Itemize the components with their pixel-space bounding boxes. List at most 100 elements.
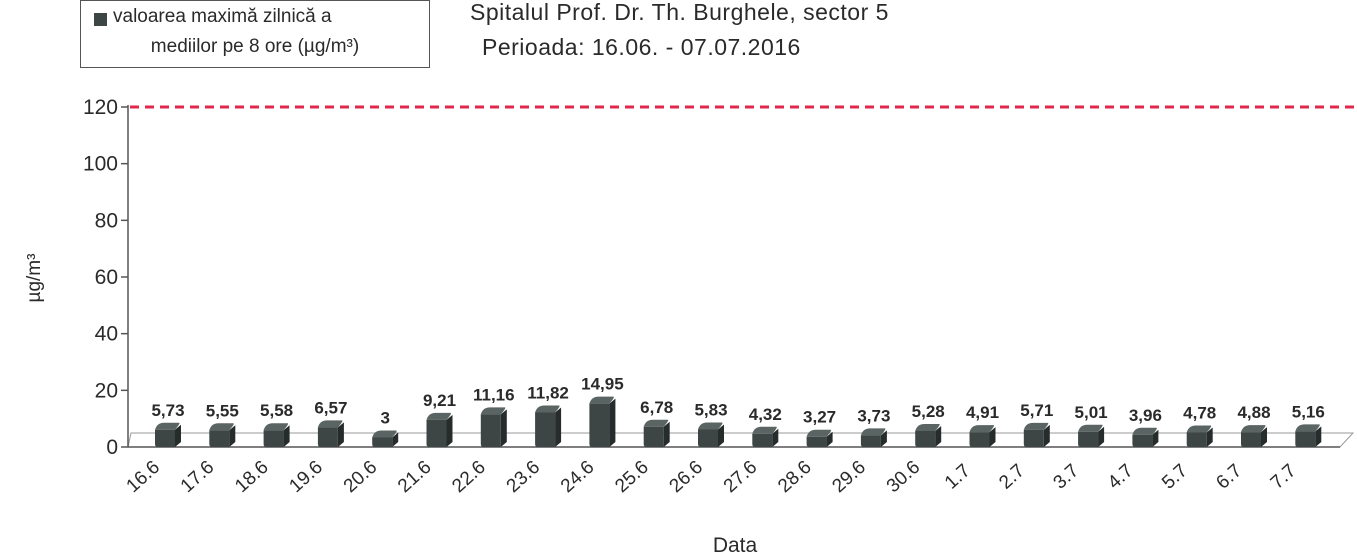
floor-outline (127, 432, 1355, 448)
bar-side (772, 428, 779, 447)
data-label: 3 (380, 409, 389, 428)
bar (1132, 427, 1159, 447)
chart-subtitle: Perioada: 16.06. - 07.07.2016 (482, 34, 801, 60)
bar (806, 429, 833, 447)
bar (969, 425, 996, 447)
bar-top (1241, 425, 1266, 433)
bar (1241, 425, 1267, 447)
bar-side (392, 432, 399, 447)
data-label: 5,55 (206, 401, 239, 420)
data-label: 4,88 (1237, 403, 1270, 422)
bar-front (589, 403, 610, 447)
chart-title: Spitalul Prof. Dr. Th. Burghele, sector … (470, 0, 889, 25)
bar-top (1078, 424, 1103, 432)
bar-side (1315, 426, 1322, 447)
x-axis: 16.6 17.6 18.6 19.6 20.6 21.6 22.6 23.6 24.6 25.6… (123, 457, 1301, 497)
data-label: 5,73 (151, 401, 184, 420)
y-tick-label: 60 (95, 266, 118, 289)
bar-top (1023, 422, 1049, 430)
bar-side (1261, 427, 1267, 447)
y-axis-title: µg/m³ (24, 254, 45, 303)
data-label: 3,73 (857, 406, 890, 425)
bar-front (969, 432, 990, 447)
bar-side (1206, 427, 1213, 447)
x-tick-label: 26.6 (666, 457, 708, 497)
bar-top (1295, 424, 1320, 432)
bar-side (446, 414, 453, 447)
x-tick-label: 17.6 (177, 457, 219, 497)
bar (1186, 425, 1213, 447)
bar-front (1078, 431, 1099, 447)
bar-side (283, 425, 290, 447)
bar-front (1186, 432, 1207, 447)
bar-side (500, 409, 507, 447)
bar-side (1098, 426, 1105, 447)
bar-top (915, 424, 940, 432)
bar-front (1023, 429, 1044, 447)
x-axis-title: Data (713, 534, 758, 557)
x-tick-label: 1.7 (941, 460, 975, 493)
x-tick-label: 27.6 (720, 457, 762, 497)
legend-label-line1: valoarea maximă zilnică a (113, 6, 332, 27)
bar-front (1295, 431, 1316, 447)
x-tick-label: 25.6 (611, 457, 653, 497)
data-label: 4,32 (749, 405, 782, 424)
data-label: 9,21 (423, 391, 456, 410)
bar (752, 426, 779, 447)
bar-front (480, 414, 501, 447)
data-label: 4,91 (966, 403, 999, 422)
bar-front (806, 436, 827, 447)
bar-top (1132, 427, 1157, 435)
bar-top (589, 396, 614, 404)
bar-top (752, 426, 777, 434)
y-tick-label: 100 (83, 153, 118, 176)
bar-top (698, 422, 723, 430)
bar-side (175, 424, 181, 447)
bar-top (860, 428, 886, 436)
bar-top (806, 429, 832, 437)
bar-front (752, 433, 773, 447)
data-label: 5,71 (1020, 401, 1053, 420)
bar-front (1241, 432, 1261, 447)
bar-top (535, 405, 560, 413)
data-label: 11,82 (527, 384, 569, 403)
bar (698, 422, 724, 447)
legend-label-line2: mediilor pe 8 ore (µg/m³) (150, 36, 360, 57)
bar-front (263, 430, 284, 447)
bar-front (643, 426, 664, 447)
x-tick-label: 24.6 (557, 457, 599, 497)
bar-top (209, 423, 234, 431)
bar-front (1132, 434, 1153, 447)
x-tick-label: 5.7 (1158, 460, 1192, 493)
legend-swatch (94, 13, 107, 26)
x-tick-label: 7.7 (1267, 460, 1301, 493)
bar-front (535, 412, 556, 447)
bar-side (989, 427, 996, 447)
x-tick-label: 16.6 (123, 457, 165, 497)
data-label: 6,78 (640, 398, 673, 417)
data-label: 5,58 (260, 401, 293, 420)
bar-top (969, 425, 994, 433)
y-tick-label: 120 (83, 96, 118, 119)
bar (480, 407, 507, 447)
x-tick-label: 4.7 (1104, 460, 1138, 493)
bar-side (880, 430, 887, 447)
data-labels: 5,73 5,55 5,58 6,57 3 9,21 11,16 11,82 14,95 6,78… (151, 375, 1324, 428)
bar-front (372, 437, 393, 447)
bar (1023, 422, 1050, 447)
y-tick-label: 40 (95, 323, 118, 346)
bar-side (1043, 424, 1050, 447)
bar-side (229, 425, 236, 447)
x-tick-label: 21.6 (394, 457, 436, 497)
bar-front (698, 429, 718, 447)
bar-top (480, 407, 506, 415)
x-tick-label: 3.7 (1050, 460, 1084, 493)
bar-front (317, 427, 338, 447)
x-tick-label: 22.6 (448, 457, 490, 497)
data-label: 3,27 (803, 408, 836, 427)
x-tick-label: 20.6 (340, 457, 382, 497)
y-tick-label: 80 (95, 209, 118, 232)
x-tick-label: 23.6 (503, 457, 545, 497)
bar-top (372, 430, 397, 438)
